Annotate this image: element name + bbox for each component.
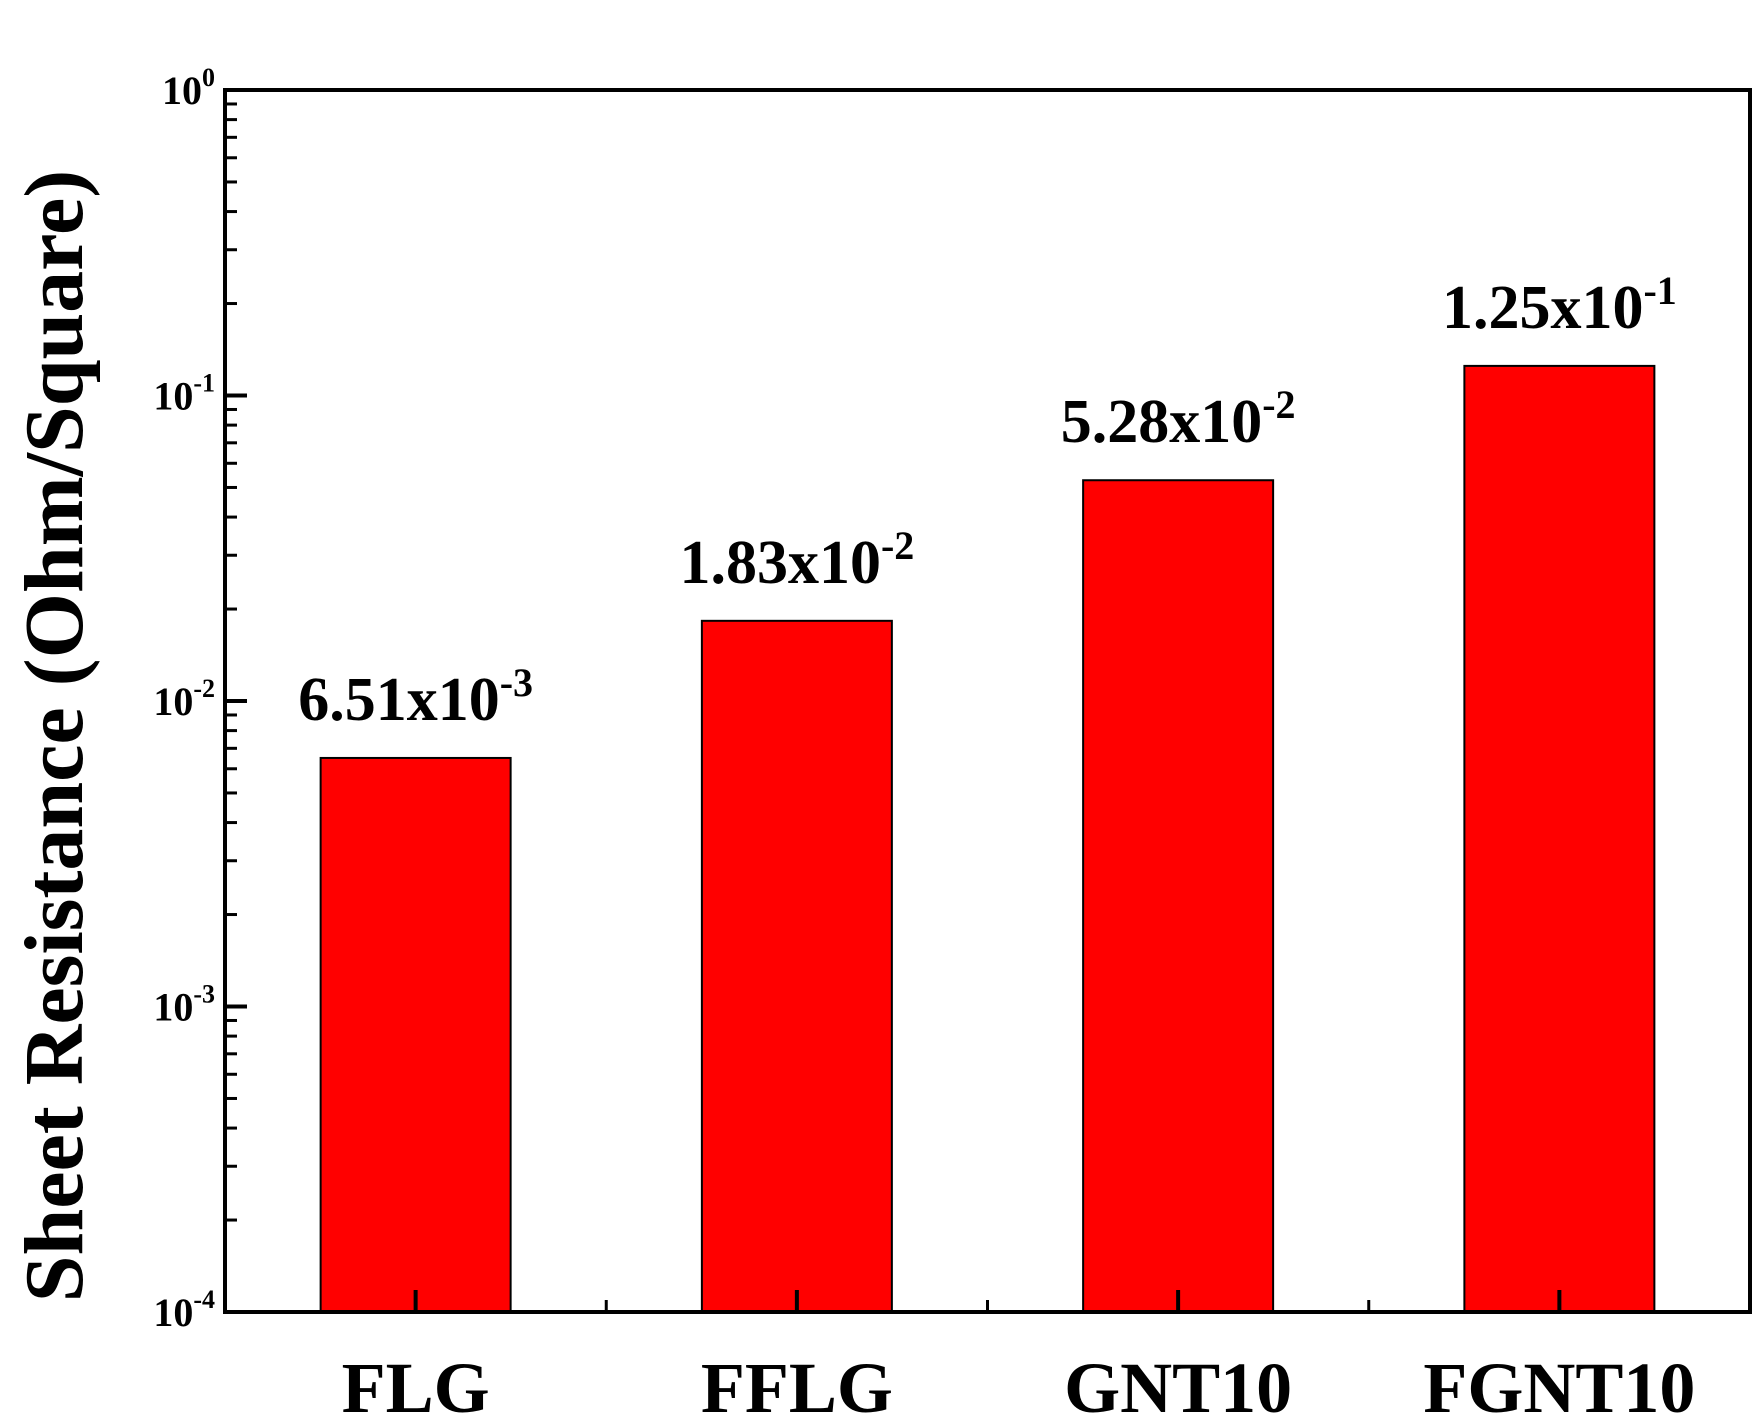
data-label-fgnt10: 1.25x10-1 xyxy=(1442,268,1677,342)
category-label-flg: FLG xyxy=(342,1348,490,1423)
y-tick-label: 10-1 xyxy=(153,369,215,419)
y-tick-label: 10-2 xyxy=(153,674,215,724)
category-label-fgnt10: FGNT10 xyxy=(1423,1348,1695,1423)
bar-fgnt10 xyxy=(1463,364,1656,1313)
bars-group xyxy=(319,364,1656,1313)
bar-fflg xyxy=(700,619,893,1313)
y-axis-title: Sheet Resistance (Ohm/Square) xyxy=(8,170,101,1302)
data-label-fflg: 1.83x10-2 xyxy=(679,523,914,597)
y-tick-label: 10-4 xyxy=(153,1285,215,1335)
data-label-flg: 6.51x10-3 xyxy=(298,660,533,734)
category-label-gnt10: GNT10 xyxy=(1064,1348,1292,1423)
bar-gnt10 xyxy=(1082,479,1275,1313)
data-labels: 6.51x10-3 1.83x10-2 5.28x10-2 1.25x10-1 xyxy=(298,268,1677,734)
y-tick-labels: 100 10-1 10-2 10-3 10-4 xyxy=(153,63,215,1335)
data-label-gnt10: 5.28x10-2 xyxy=(1061,382,1296,456)
y-tick-label: 100 xyxy=(162,63,215,113)
category-label-fflg: FFLG xyxy=(701,1348,893,1423)
x-ticks xyxy=(413,1290,1562,1312)
y-tick-label: 10-3 xyxy=(153,980,215,1030)
bar-flg xyxy=(319,756,512,1313)
category-labels: FLG FFLG GNT10 FGNT10 xyxy=(342,1348,1696,1423)
plot-frame xyxy=(223,88,1752,1314)
